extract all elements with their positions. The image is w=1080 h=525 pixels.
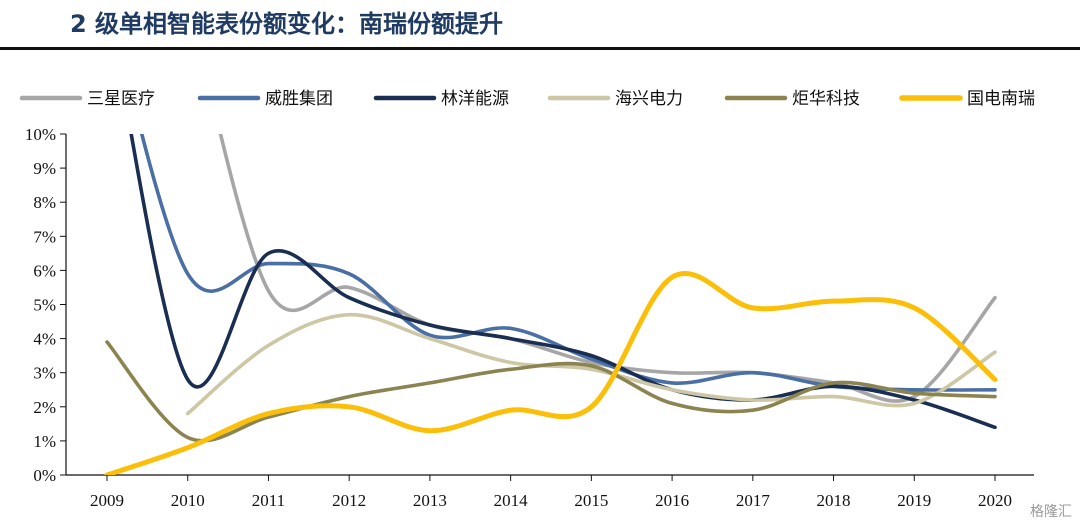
y-tick-label: 0% bbox=[33, 466, 56, 485]
y-tick-label: 3% bbox=[33, 364, 56, 383]
x-tick-label: 2009 bbox=[90, 491, 124, 510]
x-tick-label: 2014 bbox=[494, 491, 529, 510]
x-tick-label: 2013 bbox=[413, 491, 447, 510]
y-tick-label: 6% bbox=[33, 261, 56, 280]
y-tick-label: 9% bbox=[33, 159, 56, 178]
legend-label: 国电南瑞 bbox=[967, 89, 1035, 109]
y-tick-label: 2% bbox=[33, 398, 56, 417]
chart-title: 2 级单相智能表份额变化：南瑞份额提升 bbox=[70, 10, 504, 38]
chart-legend: 三星医疗 威胜集团 林洋能源 海兴电力 炬华科技 国电南瑞 bbox=[19, 89, 1035, 109]
series-line-2 bbox=[139, 134, 997, 392]
title-divider bbox=[0, 47, 1080, 50]
y-tick-label: 7% bbox=[33, 227, 56, 246]
series-lines bbox=[104, 134, 998, 475]
legend-label: 海兴电力 bbox=[615, 89, 683, 109]
series-line-3 bbox=[129, 134, 997, 430]
series-line-4 bbox=[185, 312, 997, 416]
legend-label: 林洋能源 bbox=[441, 89, 509, 109]
y-axis: 0% 1% 2% 3% 4% 5% 6% 7% 8% 9% 10% bbox=[25, 125, 67, 485]
series-line-6 bbox=[104, 271, 998, 475]
y-tick-label: 4% bbox=[33, 330, 56, 349]
legend-label: 三星医疗 bbox=[87, 89, 155, 109]
watermark: 格隆汇 bbox=[1030, 504, 1072, 520]
y-tick-label: 5% bbox=[33, 296, 56, 315]
x-axis: 2009 2010 2011 2012 2013 2014 2015 2016 2017 2018… bbox=[66, 474, 1034, 510]
x-tick-label: 2010 bbox=[171, 491, 205, 510]
x-tick-label: 2015 bbox=[574, 491, 608, 510]
x-tick-label: 2019 bbox=[897, 491, 931, 510]
series-line-1 bbox=[218, 134, 997, 403]
x-tick-label: 2017 bbox=[736, 491, 771, 510]
x-tick-label: 2011 bbox=[252, 491, 285, 510]
x-tick-label: 2018 bbox=[817, 491, 851, 510]
x-tick-label: 2020 bbox=[978, 491, 1012, 510]
x-tick-label: 2012 bbox=[332, 491, 366, 510]
y-tick-label: 1% bbox=[33, 432, 56, 451]
legend-label: 威胜集团 bbox=[265, 89, 333, 109]
y-tick-label: 10% bbox=[25, 125, 56, 144]
y-tick-label: 8% bbox=[33, 193, 56, 212]
legend-label: 炬华科技 bbox=[792, 89, 860, 109]
series-line-5 bbox=[105, 340, 997, 443]
x-tick-label: 2016 bbox=[655, 491, 689, 510]
